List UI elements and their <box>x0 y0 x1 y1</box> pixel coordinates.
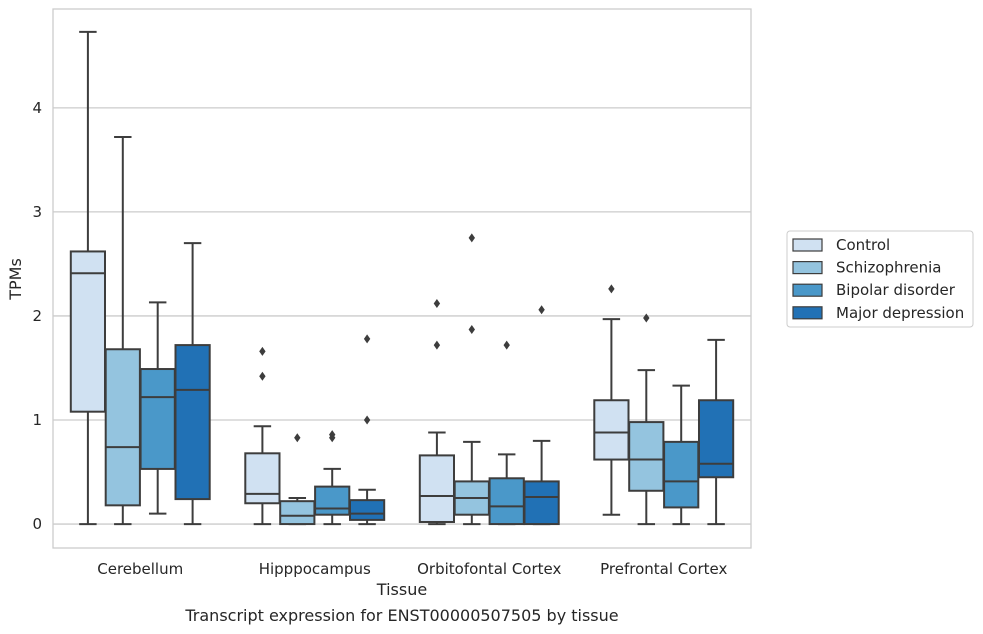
x-axis-label: Tissue <box>376 580 427 599</box>
box <box>663 384 700 526</box>
box-body <box>314 485 351 516</box>
box <box>174 242 211 526</box>
outlier-point <box>294 433 301 443</box>
series-control <box>69 30 630 526</box>
box-body <box>69 250 107 413</box>
outlier-point <box>329 430 336 440</box>
x-tick-label: Cerebellum <box>97 560 183 578</box>
legend-swatch <box>792 283 823 297</box>
outlier-point <box>468 324 475 334</box>
box <box>593 284 630 516</box>
box-body <box>523 480 560 526</box>
y-tick-labels: 0 1 2 3 4 <box>32 99 42 533</box>
outlier-point <box>259 346 266 356</box>
box-body <box>104 348 141 507</box>
plot-frame <box>52 8 752 549</box>
legend-swatch <box>792 261 823 275</box>
legend-swatch <box>792 238 823 252</box>
box <box>348 334 386 526</box>
legend: Control Schizophrenia Bipolar disorder Majo… <box>786 230 974 328</box>
box-body <box>697 399 735 479</box>
box <box>279 433 316 526</box>
outlier-point <box>538 305 545 315</box>
box-body <box>348 499 386 521</box>
y-tick-label: 3 <box>32 203 42 221</box>
x-tick-label: Hipppocampus <box>259 560 371 578</box>
series-major-depression <box>174 242 735 526</box>
box <box>139 301 176 515</box>
y-tick-label: 1 <box>32 411 42 429</box>
y-tick-label: 4 <box>32 99 42 117</box>
legend-label: Control <box>836 236 890 254</box>
outlier-point <box>643 313 650 323</box>
y-tick-label: 0 <box>32 515 42 533</box>
box <box>453 233 490 526</box>
y-axis-label: TPMs <box>6 258 25 301</box>
box-body <box>488 477 525 526</box>
y-tick-label: 2 <box>32 307 42 325</box>
box-body <box>418 454 456 523</box>
outlier-point <box>503 340 510 350</box>
box-body <box>663 440 700 509</box>
x-tick-label: Orbitofontal Cortex <box>417 560 561 578</box>
outlier-point <box>259 371 266 381</box>
box <box>488 340 525 526</box>
box <box>628 313 665 526</box>
legend-swatch <box>792 306 823 320</box>
outlier-point <box>363 334 371 344</box>
box-body <box>139 368 176 470</box>
outlier-point <box>433 298 441 308</box>
series-schizophrenia <box>104 135 665 526</box>
box-body <box>244 452 281 505</box>
outlier-point <box>363 415 371 425</box>
legend-label: Bipolar disorder <box>836 281 956 299</box>
x-tick-labels: Cerebellum Hipppocampus Orbitofontal Corte… <box>97 560 727 578</box>
box-body <box>279 500 316 526</box>
outlier-point <box>608 284 615 294</box>
x-tick-label: Prefrontal Cortex <box>600 560 727 578</box>
legend-label: Major depression <box>836 304 964 322</box>
box <box>314 430 351 526</box>
box-body <box>593 399 630 461</box>
box <box>418 298 456 526</box>
series-bipolar-disorder <box>139 301 700 526</box>
box-series <box>69 30 735 526</box>
outlier-point <box>468 233 475 243</box>
box <box>104 135 141 526</box>
box <box>244 346 281 526</box>
box-body <box>628 421 665 492</box>
box <box>69 30 107 526</box>
legend-label: Schizophrenia <box>836 259 941 277</box>
legend-frame <box>786 230 974 328</box>
outlier-point <box>433 340 441 350</box>
figure-caption: Transcript expression for ENST0000050750… <box>184 606 618 625</box>
box-body <box>174 344 211 501</box>
box <box>697 338 735 526</box>
box <box>523 305 560 526</box>
